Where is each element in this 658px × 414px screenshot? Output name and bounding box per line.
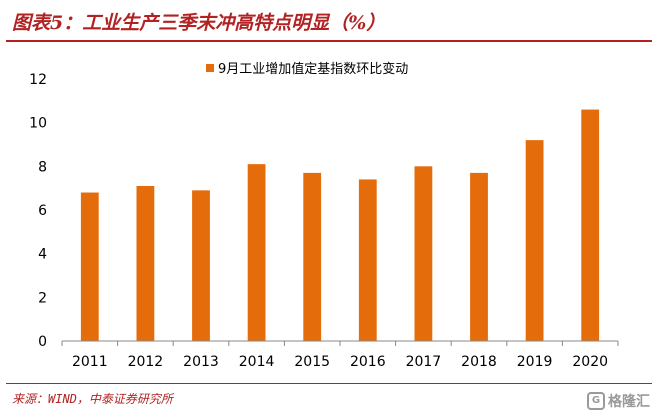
x-tick-label: 2020 <box>572 354 608 370</box>
bar-2019 <box>525 140 544 341</box>
watermark-text: 格隆汇 <box>608 394 650 410</box>
bar-2015 <box>303 172 322 341</box>
y-tick-label: 2 <box>38 290 47 306</box>
y-tick-label: 4 <box>38 247 47 263</box>
x-tick-label: 2014 <box>239 354 275 370</box>
y-tick-label: 12 <box>29 72 47 88</box>
x-tick-label: 2012 <box>128 354 164 370</box>
legend-swatch <box>206 64 214 72</box>
y-tick-label: 0 <box>38 334 47 350</box>
footer-divider <box>6 383 652 384</box>
x-tick-label: 2015 <box>294 354 330 370</box>
watermark-logo-icon: G <box>587 392 605 410</box>
bar-2014 <box>247 164 266 341</box>
chart-legend: 9月工业增加值定基指数环比变动 <box>206 61 408 77</box>
x-tick-label: 2018 <box>461 354 497 370</box>
x-tick-label: 2016 <box>350 354 386 370</box>
y-tick-label: 10 <box>29 116 47 132</box>
title-divider <box>6 40 652 42</box>
bar-2020 <box>581 109 600 341</box>
bar-2016 <box>358 179 377 341</box>
y-axis: 0 2 4 6 8 10 12 <box>29 72 47 350</box>
bar-2018 <box>470 172 488 341</box>
bar-2012 <box>136 185 155 341</box>
bars <box>80 109 600 341</box>
x-tick-label: 2019 <box>517 354 553 370</box>
figure-title: 图表5：工业生产三季末冲高特点明显（%） <box>12 12 386 34</box>
legend-label: 9月工业增加值定基指数环比变动 <box>218 61 408 77</box>
bar-2011 <box>80 192 99 341</box>
source-note: 来源：WIND，中泰证券研究所 <box>12 392 173 406</box>
x-axis-labels: 2011 2012 2013 2014 2015 2016 2017 2018 2019 2020 <box>61 341 619 370</box>
x-tick-label: 2013 <box>183 354 219 370</box>
bar-2013 <box>192 190 210 341</box>
x-tick-label: 2011 <box>72 354 108 370</box>
y-tick-label: 8 <box>38 159 47 175</box>
y-tick-label: 6 <box>38 203 47 219</box>
watermark: G 格隆汇 <box>587 391 650 411</box>
bar-2017 <box>414 166 433 341</box>
x-tick-label: 2017 <box>406 354 442 370</box>
